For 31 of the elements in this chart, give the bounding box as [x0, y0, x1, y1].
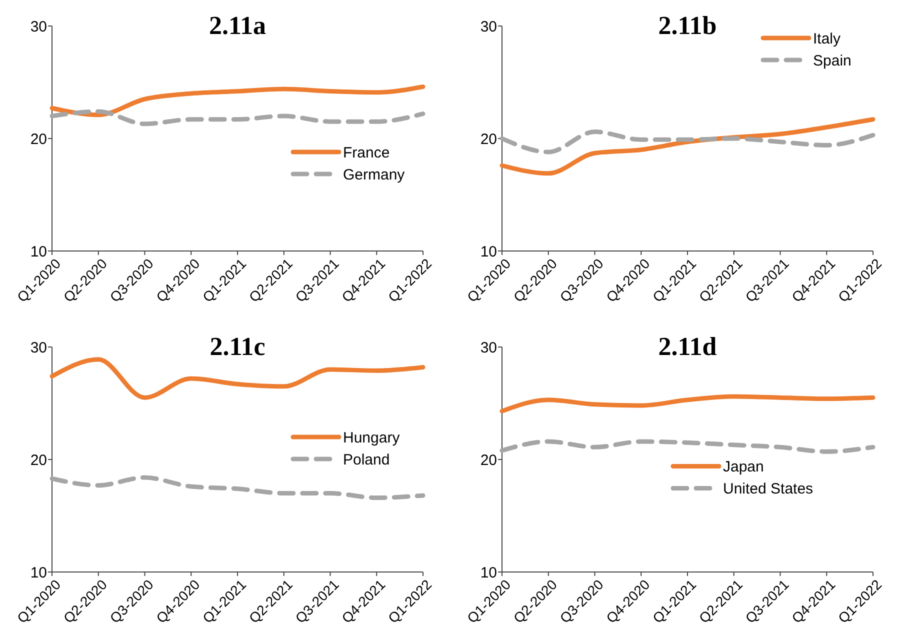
line-series — [500, 130, 876, 154]
legend-label: Japan — [723, 458, 764, 476]
line-series — [500, 439, 876, 454]
legend-label: France — [343, 144, 390, 162]
line-series — [50, 109, 426, 126]
legend-label: Italy — [813, 30, 842, 48]
chart-title: 2.11b — [658, 10, 717, 40]
line-series — [50, 357, 426, 400]
line-series — [50, 475, 426, 500]
line-series — [50, 84, 426, 118]
y-tick-label: 10 — [480, 564, 497, 582]
chart-title: 2.11a — [208, 10, 266, 40]
y-tick-label: 30 — [480, 18, 497, 36]
y-tick-label: 30 — [30, 339, 47, 356]
legend-label: United States — [723, 480, 814, 498]
chart-title: 2.11c — [210, 332, 266, 361]
y-tick-label: 10 — [30, 564, 47, 582]
legend-label: Germany — [343, 166, 406, 184]
y-tick-label: 30 — [30, 18, 47, 36]
y-tick-label: 30 — [480, 339, 497, 356]
y-tick-label: 10 — [30, 243, 47, 260]
y-tick-label: 10 — [480, 243, 497, 260]
legend-label: Spain — [813, 52, 852, 70]
line-series — [500, 394, 876, 414]
legend-label: Hungary — [343, 429, 400, 446]
y-tick-label: 20 — [480, 452, 497, 469]
legend-label: Poland — [343, 451, 390, 468]
y-tick-label: 20 — [30, 452, 47, 469]
y-tick-label: 20 — [30, 130, 47, 148]
y-tick-label: 20 — [480, 130, 497, 148]
chart-title: 2.11d — [658, 332, 718, 361]
